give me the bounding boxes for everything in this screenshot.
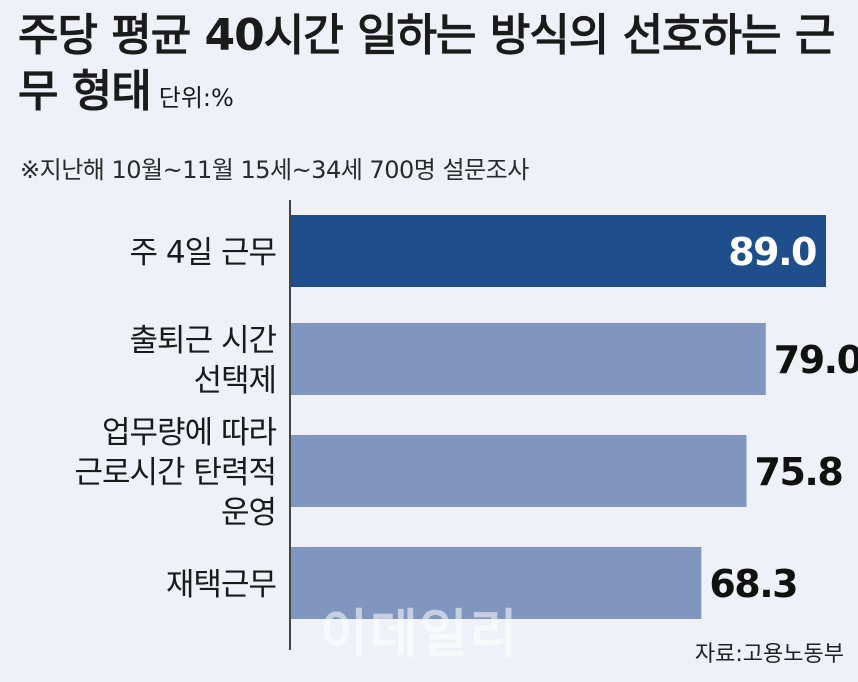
category-label-1: 주 4일 근무 — [129, 235, 276, 271]
value-label-3: 75.8 — [755, 450, 843, 494]
chart-title: 주당 평균 40시간 일하는 방식의 선호하는 근무 형태 단위:% — [18, 8, 848, 126]
value-label-1: 89.0 — [728, 230, 816, 274]
value-label-4: 68.3 — [709, 562, 797, 606]
value-label-2: 79.0 — [774, 338, 858, 382]
category-label-3: 업무량에 따라 근로시간 탄력적 운영 — [75, 415, 277, 531]
bar-3 — [290, 435, 747, 507]
bar-2 — [290, 323, 766, 395]
survey-note: ※지난해 10월~11월 15세~34세 700명 설문조사 — [20, 156, 529, 184]
unit-label: 단위:% — [158, 84, 234, 112]
bar-1 — [290, 215, 826, 287]
chart-title-text: 주당 평균 40시간 일하는 방식의 선호하는 근무 형태 — [18, 10, 835, 117]
bar-4 — [290, 547, 702, 619]
source-label: 자료:고용노동부 — [694, 642, 844, 667]
category-label-4: 재택근무 — [166, 567, 276, 603]
watermark: 이데일리 — [320, 605, 520, 665]
category-label-2: 출퇴근 시간 선택제 — [130, 323, 277, 399]
